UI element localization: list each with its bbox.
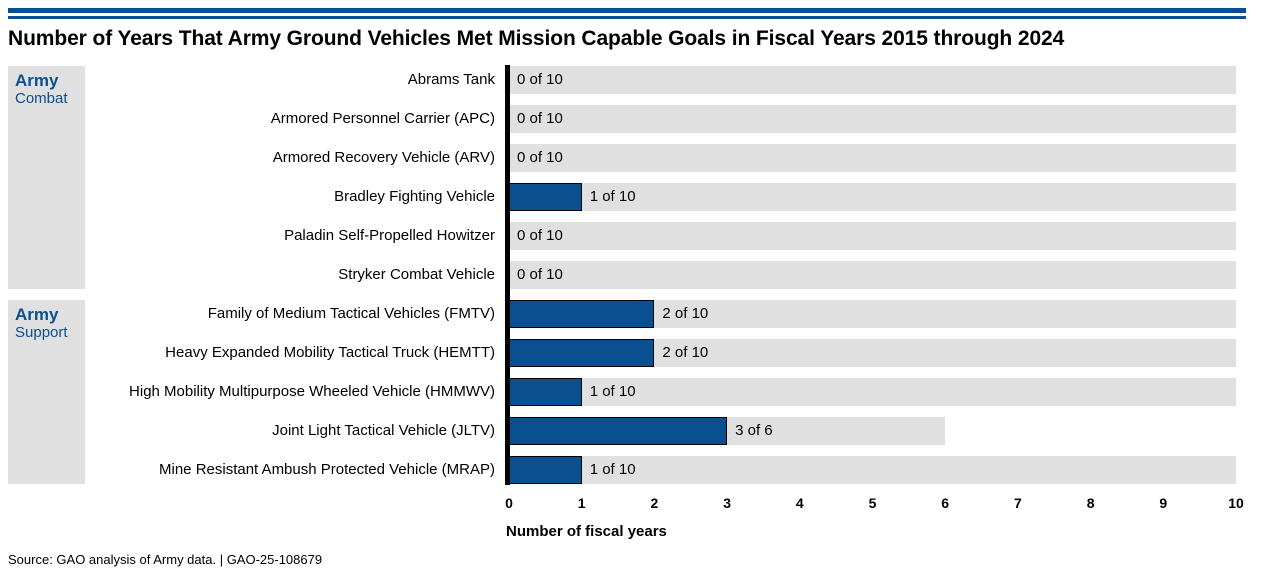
bar-track — [509, 105, 1236, 133]
header-rule-thin — [8, 16, 1246, 19]
data-label: 1 of 10 — [589, 383, 636, 400]
category-label: Joint Light Tactical Vehicle (JLTV) — [272, 422, 495, 439]
x-tick-label: 5 — [868, 495, 877, 511]
source-note: Source: GAO analysis of Army data. | GAO… — [8, 552, 323, 567]
x-axis-label: Number of fiscal years — [506, 523, 667, 540]
bar-track — [509, 183, 1236, 211]
category-label: Armored Recovery Vehicle (ARV) — [272, 149, 495, 166]
bar — [509, 183, 582, 211]
category-label: Paladin Self-Propelled Howitzer — [284, 227, 495, 244]
group-name-line2: Combat — [15, 90, 68, 107]
bar — [509, 456, 582, 484]
bar-track — [509, 222, 1236, 250]
x-tick-label: 10 — [1228, 495, 1244, 511]
x-tick-label: 6 — [941, 495, 950, 511]
bar-track — [509, 144, 1236, 172]
chart-title: Number of Years That Army Ground Vehicle… — [8, 27, 1065, 50]
group-name-line1: Army — [15, 71, 59, 90]
bar — [509, 339, 655, 367]
bar-track — [509, 66, 1236, 94]
data-label: 2 of 10 — [662, 344, 709, 361]
data-label: 3 of 6 — [735, 422, 773, 439]
x-tick-label: 8 — [1086, 495, 1095, 511]
group-name: Army Combat — [15, 72, 68, 108]
category-label: Abrams Tank — [407, 71, 495, 88]
group-name-line2: Support — [15, 324, 68, 341]
x-tick-label: 0 — [505, 495, 513, 511]
bar-track — [509, 378, 1236, 406]
category-label: Heavy Expanded Mobility Tactical Truck (… — [165, 344, 495, 361]
bar — [509, 378, 582, 406]
group-name: Army Support — [15, 306, 68, 342]
data-label: 1 of 10 — [589, 461, 636, 478]
data-label: 0 of 10 — [517, 227, 563, 244]
x-tick-label: 2 — [650, 495, 659, 511]
data-label: 2 of 10 — [662, 305, 709, 322]
bar-track — [509, 456, 1236, 484]
category-label: Bradley Fighting Vehicle — [334, 188, 495, 205]
category-label: Mine Resistant Ambush Protected Vehicle … — [159, 461, 495, 478]
x-tick-label: 1 — [577, 495, 586, 511]
data-label: 0 of 10 — [517, 110, 563, 127]
category-label: Family of Medium Tactical Vehicles (FMTV… — [207, 305, 495, 322]
x-tick-label: 9 — [1159, 495, 1168, 511]
group-name-line1: Army — [15, 305, 59, 324]
bar — [509, 300, 655, 328]
x-tick-label: 4 — [795, 495, 804, 511]
bar — [509, 417, 728, 445]
x-tick-label: 7 — [1013, 495, 1022, 511]
data-label: 0 of 10 — [517, 149, 563, 166]
category-label: Armored Personnel Carrier (APC) — [270, 110, 495, 127]
header-rule-thick — [8, 8, 1246, 13]
category-label: Stryker Combat Vehicle — [338, 266, 495, 283]
data-label: 0 of 10 — [517, 71, 563, 88]
category-label: High Mobility Multipurpose Wheeled Vehic… — [129, 383, 495, 400]
x-tick-label: 3 — [723, 495, 731, 511]
group-panel: Army Support — [8, 300, 85, 484]
bar-track — [509, 261, 1236, 289]
data-label: 1 of 10 — [589, 188, 636, 205]
y-axis-line — [505, 65, 510, 485]
group-panel: Army Combat — [8, 66, 85, 289]
data-label: 0 of 10 — [517, 266, 563, 283]
